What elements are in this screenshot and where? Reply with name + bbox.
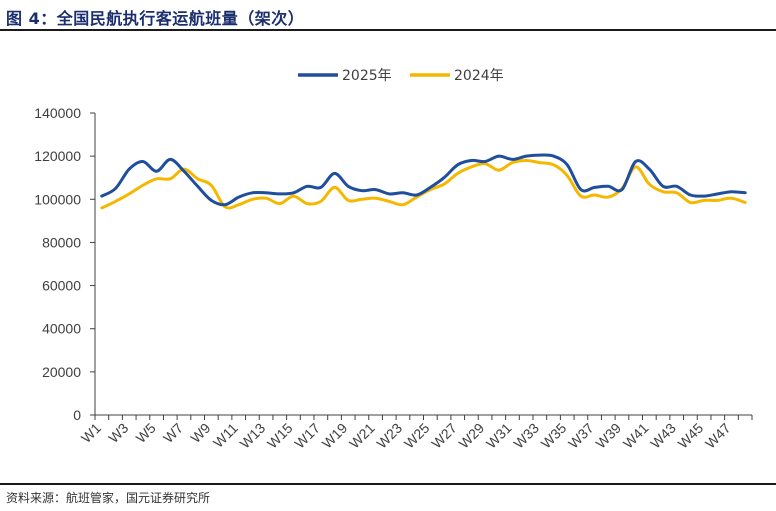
- x-tick-label: W23: [373, 420, 405, 452]
- x-tick-label: W41: [620, 420, 652, 452]
- x-tick-label: W43: [647, 420, 679, 452]
- series-layer: [100, 153, 747, 210]
- source-divider: [0, 483, 776, 485]
- figure-title: 图 4：全国民航执行客运航班量（架次）: [6, 9, 305, 28]
- x-tick-label: W3: [105, 420, 131, 446]
- series-line-2025: [100, 153, 747, 207]
- legend: 2025年 2024年: [298, 68, 504, 84]
- x-axis: W1 W3 W5 W7 W9W11W13W15W17W19W21W23W25W27W29…: [78, 414, 753, 452]
- x-tick-label: W31: [483, 420, 515, 452]
- line-chart: 2025年 2024年 0 20000 40000 60000 80000 100000 12…: [34, 68, 753, 452]
- title-divider: [0, 29, 776, 31]
- x-tick-label: W47: [702, 420, 734, 452]
- y-tick-label: 80000: [42, 234, 81, 250]
- x-tick-label: W39: [592, 420, 624, 452]
- y-tick-label: 140000: [34, 105, 81, 121]
- x-tick-label: W25: [401, 420, 433, 452]
- x-tick-label: W1: [78, 420, 104, 446]
- y-tick-label: 40000: [42, 321, 81, 337]
- y-tick-label: 100000: [34, 191, 81, 207]
- x-tick-label: W15: [264, 420, 296, 452]
- x-tick-label: W13: [237, 420, 269, 452]
- x-tick-label: W21: [346, 420, 378, 452]
- y-axis: 0 20000 40000 60000 80000 100000 120000 140000: [34, 105, 96, 423]
- x-tick-label: W27: [428, 420, 460, 452]
- y-tick-label: 60000: [42, 278, 81, 294]
- x-tick-label: W9: [187, 420, 213, 446]
- x-tick-label: W35: [538, 420, 570, 452]
- y-tick-label: 20000: [42, 364, 81, 380]
- y-tick-label: 0: [73, 407, 81, 423]
- x-tick-label: W19: [319, 420, 351, 452]
- x-tick-label: W7: [160, 420, 186, 446]
- x-tick-label: W17: [291, 420, 323, 452]
- source-note: 资料来源：航班管家，国元证券研究所: [6, 491, 211, 505]
- x-tick-label: W45: [675, 420, 707, 452]
- x-tick-label: W11: [210, 420, 241, 451]
- legend-label: 2025年: [342, 68, 392, 84]
- legend-label: 2024年: [454, 68, 504, 84]
- x-tick-label: W29: [456, 420, 488, 452]
- x-tick-label: W37: [565, 420, 597, 452]
- y-tick-label: 120000: [34, 148, 81, 164]
- x-tick-label: W5: [133, 420, 159, 446]
- x-tick-label: W33: [510, 420, 542, 452]
